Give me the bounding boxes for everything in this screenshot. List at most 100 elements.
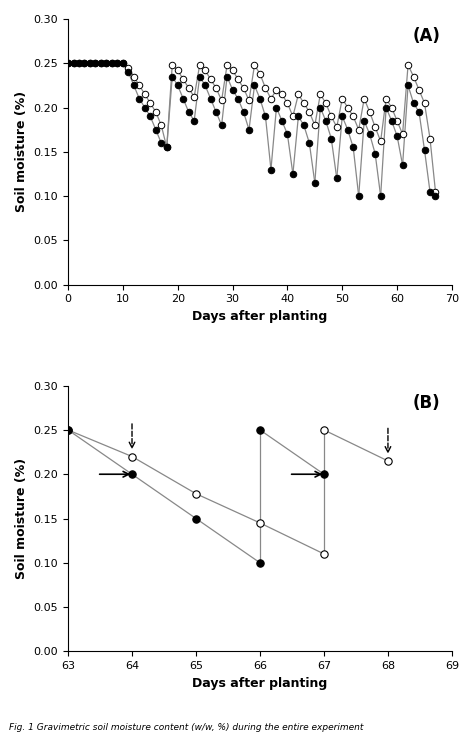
Point xyxy=(157,120,165,131)
Point xyxy=(311,177,319,189)
Point xyxy=(70,57,77,69)
Point xyxy=(114,57,121,69)
Point xyxy=(426,133,434,145)
Point xyxy=(421,144,428,156)
Point xyxy=(136,92,143,104)
Point xyxy=(196,70,203,82)
Point xyxy=(168,59,176,71)
Point xyxy=(201,65,209,76)
Point xyxy=(157,137,165,149)
Point xyxy=(360,92,368,104)
Point xyxy=(251,59,258,71)
Point xyxy=(410,70,417,82)
Point xyxy=(207,73,214,85)
Point xyxy=(349,111,357,123)
Point xyxy=(415,106,423,118)
Point xyxy=(333,172,340,184)
Point xyxy=(192,512,200,524)
Point xyxy=(179,92,187,104)
Point xyxy=(322,98,329,109)
Point xyxy=(97,57,105,69)
Y-axis label: Soil moisture (%): Soil moisture (%) xyxy=(15,458,28,579)
Point xyxy=(338,111,346,123)
Point xyxy=(344,124,352,136)
Point xyxy=(256,517,264,528)
Point xyxy=(383,102,390,114)
Point xyxy=(306,137,313,149)
Point xyxy=(229,84,237,95)
Point xyxy=(81,57,88,69)
Point xyxy=(64,57,72,69)
Point xyxy=(141,88,149,100)
Point xyxy=(86,57,94,69)
Point xyxy=(168,70,176,82)
Point xyxy=(267,164,275,175)
Point xyxy=(360,115,368,127)
Point xyxy=(256,92,264,104)
Point xyxy=(146,111,154,123)
Point xyxy=(432,190,439,202)
Point xyxy=(201,79,209,91)
Point xyxy=(234,92,242,104)
Point xyxy=(355,124,363,136)
Point xyxy=(125,62,132,73)
Point xyxy=(75,57,83,69)
Point xyxy=(251,79,258,91)
Point xyxy=(421,98,428,109)
Point xyxy=(322,115,329,127)
Point xyxy=(119,57,127,69)
Point xyxy=(130,70,137,82)
Point xyxy=(404,79,412,91)
Point xyxy=(240,106,247,118)
Point xyxy=(399,159,406,171)
Point xyxy=(415,84,423,95)
Point xyxy=(218,95,225,106)
Point xyxy=(240,82,247,94)
Point xyxy=(245,124,253,136)
Point xyxy=(196,59,203,71)
Point xyxy=(426,186,434,197)
Point xyxy=(294,88,302,100)
Point xyxy=(349,142,357,153)
Point xyxy=(163,142,171,153)
Point xyxy=(317,88,324,100)
Point xyxy=(64,424,72,436)
Point xyxy=(344,102,352,114)
Point xyxy=(125,66,132,78)
Point xyxy=(207,92,214,104)
Point xyxy=(294,111,302,123)
Point xyxy=(174,65,182,76)
Point xyxy=(410,98,417,109)
Point xyxy=(399,128,406,140)
Point xyxy=(300,120,308,131)
Point xyxy=(185,82,192,94)
Point xyxy=(75,57,83,69)
Point xyxy=(91,57,99,69)
Point xyxy=(383,92,390,104)
Point xyxy=(91,57,99,69)
Point xyxy=(377,190,384,202)
Point xyxy=(146,98,154,109)
Point xyxy=(192,488,200,500)
Point xyxy=(141,102,149,114)
Point xyxy=(223,59,231,71)
Point xyxy=(366,128,374,140)
Point xyxy=(289,168,297,180)
Point xyxy=(432,186,439,197)
Point xyxy=(283,98,291,109)
Point xyxy=(212,82,220,94)
Point xyxy=(212,106,220,118)
X-axis label: Days after planting: Days after planting xyxy=(192,677,328,690)
Point xyxy=(333,121,340,133)
Point xyxy=(317,102,324,114)
Point xyxy=(136,79,143,91)
Point xyxy=(114,57,121,69)
Point xyxy=(388,102,395,114)
Point xyxy=(320,548,328,560)
Point xyxy=(128,468,136,480)
Point xyxy=(256,424,264,436)
Point xyxy=(306,106,313,118)
Y-axis label: Soil moisture (%): Soil moisture (%) xyxy=(15,91,28,212)
Point xyxy=(191,115,198,127)
Point xyxy=(273,84,280,95)
